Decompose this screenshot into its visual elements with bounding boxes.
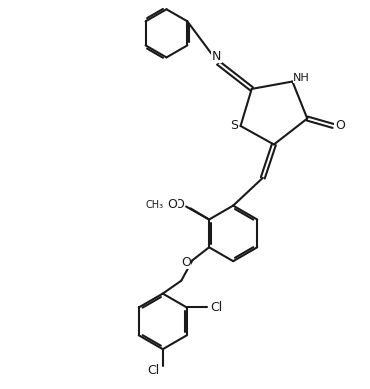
Text: NH: NH [293,73,310,83]
Text: Cl: Cl [147,364,159,377]
Text: N: N [212,50,221,63]
Text: Cl: Cl [211,301,223,314]
Text: O: O [167,198,177,211]
Text: O: O [181,256,191,269]
Text: S: S [230,119,238,133]
Text: O: O [175,198,184,211]
Text: O: O [335,119,345,133]
Text: CH₃: CH₃ [145,200,164,210]
